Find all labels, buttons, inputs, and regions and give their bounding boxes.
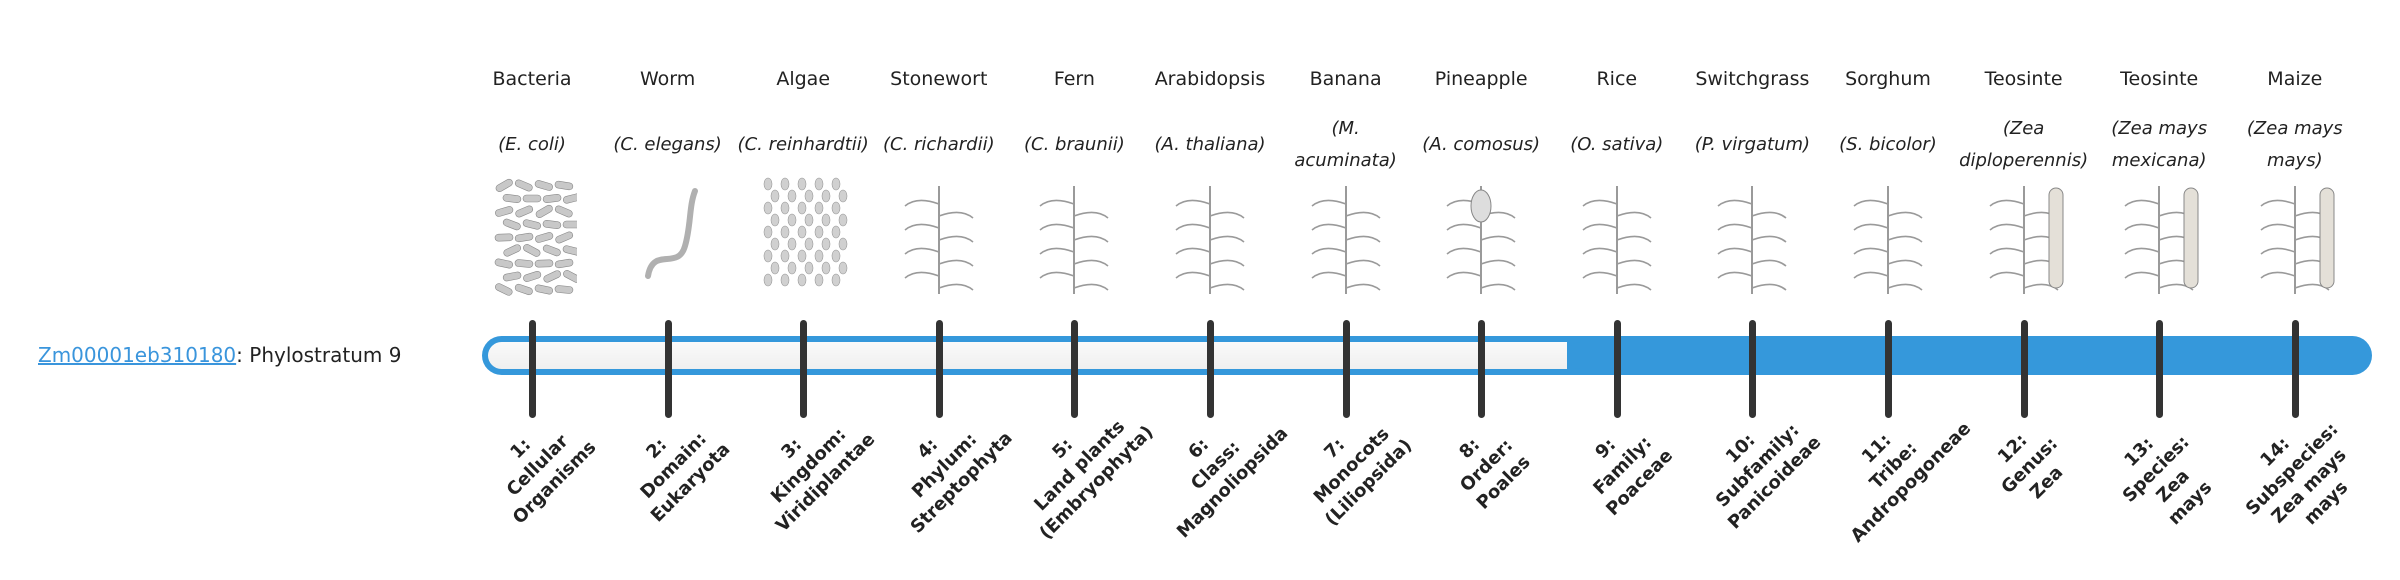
organism-common-name: Algae	[776, 68, 831, 90]
organism-common-name: Teosinte	[1984, 68, 2063, 90]
stonewort-image	[871, 176, 1007, 296]
organism-scientific-name: (S. bicolor)	[1839, 134, 1937, 155]
stratum-tick	[1478, 320, 1486, 418]
organism-scientific-name: (Zea mays mexicana)	[2111, 118, 2208, 171]
sorghum-image	[1820, 176, 1956, 296]
organism-common-name: Switchgrass	[1695, 68, 1810, 90]
stratum-tick	[1613, 320, 1621, 418]
stratum-label: 8: Order: Poales	[1405, 384, 1569, 548]
stratum-tick	[1749, 320, 1757, 418]
stratum-label: 5: Land plants (Embryophyta)	[998, 384, 1162, 548]
separator: :	[236, 343, 250, 367]
organism-scientific-name: (A. comosus)	[1422, 134, 1541, 155]
organism-common-name: Sorghum	[1845, 68, 1931, 90]
organism-scientific-name: (A. thaliana)	[1154, 134, 1266, 155]
organism-scientific-name: (Zea mays mays)	[2246, 118, 2343, 171]
organism-scientific-name: (C. braunii)	[1024, 134, 1125, 155]
organism-common-name: Bacteria	[492, 68, 572, 90]
organism-common-name: Pineapple	[1434, 68, 1528, 90]
banana-image	[1278, 176, 1414, 296]
organism-common-name: Maize	[2267, 68, 2323, 90]
organism-scientific-name: (M. acuminata)	[1294, 118, 1397, 171]
worm-image	[600, 176, 736, 296]
stratum-tick	[2291, 320, 2299, 418]
stratum-label: 2: Domain: Eukaryota	[592, 384, 756, 548]
rice-image	[1549, 176, 1685, 296]
stratum-label: 12: Genus: Zea	[1948, 384, 2112, 548]
organism-scientific-name: (Zea diploperennis)	[1959, 118, 2089, 171]
stratum-tick	[2020, 320, 2028, 418]
stratum-tick	[529, 320, 536, 418]
organism-scientific-name: (P. virgatum)	[1694, 134, 1811, 155]
organism-scientific-name: (E. coli)	[498, 134, 566, 155]
bar-empty-portion	[488, 342, 1567, 369]
gene-phylostratum-label: Zm00001eb310180: Phylostratum 9	[38, 343, 401, 367]
organism-common-name: Rice	[1596, 68, 1638, 90]
organism-scientific-name: (C. reinhardtii)	[737, 134, 869, 155]
maize-image	[2227, 176, 2363, 296]
phylostratum-text: Phylostratum 9	[249, 343, 402, 367]
organism-common-name: Fern	[1053, 68, 1095, 90]
organism-scientific-name: (C. richardii)	[882, 134, 995, 155]
stratum-label: 9: Family: Poaceae	[1541, 384, 1705, 548]
switchgrass-image	[1684, 176, 1820, 296]
phylostratum-bar	[482, 336, 2372, 375]
stratum-label: 14: Subspecies: Zea mays mays	[2210, 387, 2391, 568]
organism-common-name: Stonewort	[890, 68, 988, 90]
gene-id-link[interactable]: Zm00001eb310180	[38, 343, 237, 367]
stratum-tick	[664, 320, 672, 418]
stratum-tick	[800, 320, 808, 418]
organism-common-name: Teosinte	[2120, 68, 2199, 90]
stratum-label: 3: Kingdom: Viridiplantae	[727, 384, 891, 548]
stratum-tick	[1207, 320, 1214, 418]
stratum-tick	[1071, 320, 1079, 418]
fern-image	[1006, 176, 1142, 296]
bacteria-image	[464, 176, 600, 296]
organism-common-name: Banana	[1309, 68, 1382, 90]
stratum-label: 13: Species: Zea mays	[2075, 387, 2256, 568]
stratum-tick	[1885, 320, 1892, 418]
organism-scientific-name: (O. sativa)	[1570, 134, 1664, 155]
arabidopsis-image	[1142, 176, 1278, 296]
stratum-tick	[2156, 320, 2164, 418]
stratum-tick	[935, 320, 943, 418]
stratum-tick	[1342, 320, 1350, 418]
stratum-label: 7: Monocots (Liliopsida)	[1270, 384, 1434, 548]
teosinte-image	[1956, 176, 2092, 296]
organism-common-name: Arabidopsis	[1154, 68, 1266, 90]
stratum-label: 1: Cellular Organisms	[456, 384, 620, 548]
stratum-label: 10: Subfamily: Panicoideae	[1676, 384, 1840, 548]
algae-image	[735, 176, 871, 296]
teosinte-image	[2091, 176, 2227, 296]
stratum-label: 4: Phylum: Streptophyta	[863, 384, 1027, 548]
pineapple-image	[1413, 176, 1549, 296]
stratum-label: 6: Class: Magnoliopsida	[1134, 384, 1298, 548]
organism-common-name: Worm	[639, 68, 696, 90]
stratum-label: 11: Tribe: Andropogoneae	[1812, 384, 1976, 548]
bar-fill-start	[1566, 342, 1597, 369]
organism-scientific-name: (C. elegans)	[613, 134, 722, 155]
